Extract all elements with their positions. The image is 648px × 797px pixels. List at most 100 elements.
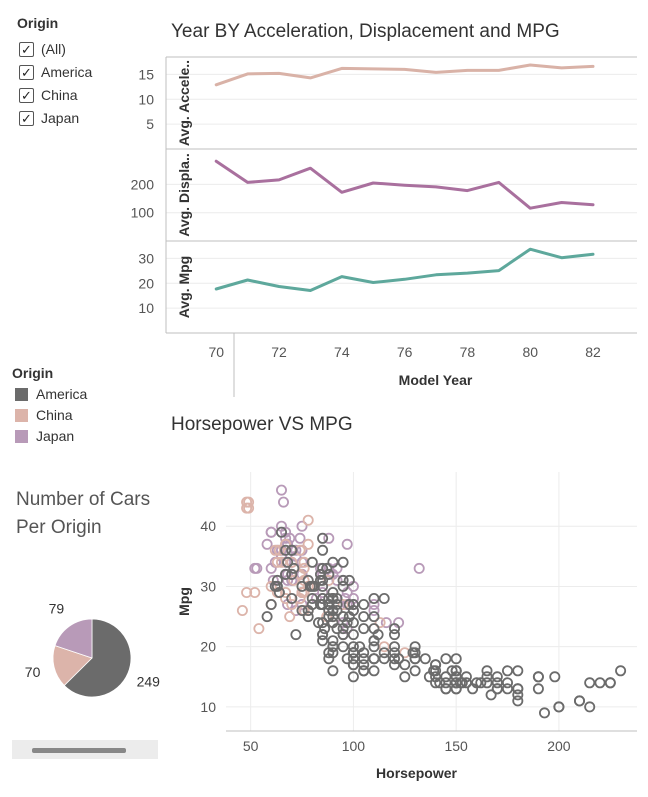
- scatter-point: [539, 707, 551, 719]
- scatter-point: [317, 617, 329, 629]
- scatter-point: [460, 677, 472, 689]
- scatter-point: [298, 556, 310, 568]
- scatter-point: [241, 586, 253, 598]
- scatter-point: [290, 544, 302, 556]
- scatter-point: [481, 671, 493, 683]
- scatter-point: [337, 574, 349, 586]
- scatter-point: [306, 598, 318, 610]
- filter-item-label: America: [41, 64, 93, 80]
- scatter-point: [319, 623, 331, 635]
- scatter-point: [312, 617, 324, 629]
- scatter-point: [378, 641, 390, 653]
- x-axis-label: Model Year: [399, 372, 473, 388]
- scatter-point: [481, 665, 493, 677]
- horizontal-scrollbar[interactable]: [12, 740, 158, 759]
- scatter-point: [430, 659, 442, 671]
- scatter-point: [323, 568, 335, 580]
- scatter-point: [501, 683, 513, 695]
- filter-item-japan[interactable]: ✓ Japan: [19, 108, 79, 128]
- scatter-point: [296, 604, 308, 616]
- scatter-point: [327, 665, 339, 677]
- scatter-point: [298, 574, 310, 586]
- scatter-point: [302, 611, 314, 623]
- scatter-point: [368, 604, 380, 616]
- checkbox-checked-icon[interactable]: ✓: [19, 41, 34, 57]
- legend-title: Origin: [12, 365, 54, 381]
- scatter-point: [302, 574, 314, 586]
- scatter-point: [331, 604, 343, 616]
- y-tick-label: 30: [200, 578, 216, 594]
- scatter-point: [512, 689, 524, 701]
- scatter-point: [317, 562, 329, 574]
- scatter-point: [368, 611, 380, 623]
- scatter-point: [574, 695, 586, 707]
- scatter-point: [317, 629, 329, 641]
- scatter-point: [532, 671, 544, 683]
- legend-label: China: [36, 407, 73, 423]
- scatter-point: [273, 544, 285, 556]
- scatter-point: [358, 598, 370, 610]
- scatter-point: [331, 598, 343, 610]
- y-axis-label: Avg. Accele..: [176, 60, 192, 146]
- filter-item-america[interactable]: ✓ America: [19, 62, 92, 82]
- scatter-point: [331, 623, 343, 635]
- scatter-point: [485, 689, 497, 701]
- scatter-point: [317, 574, 329, 586]
- scatter-point: [388, 629, 400, 641]
- scatter-point: [296, 598, 308, 610]
- scatter-point: [501, 677, 513, 689]
- scatter-point: [388, 653, 400, 665]
- scatter-point: [275, 484, 287, 496]
- legend-item-japan[interactable]: Japan: [15, 426, 74, 446]
- legend-swatch: [15, 408, 28, 422]
- scatter-point: [347, 598, 359, 610]
- scatter-point: [378, 653, 390, 665]
- checkbox-checked-icon[interactable]: ✓: [19, 110, 34, 126]
- scatter-point: [280, 544, 292, 556]
- x-tick-label: 82: [585, 344, 601, 360]
- scatter-point: [388, 623, 400, 635]
- legend-label: America: [36, 386, 88, 402]
- filter-item-all[interactable]: ✓ (All): [19, 39, 66, 59]
- scatter-point: [584, 701, 596, 713]
- scatter-point: [241, 502, 253, 514]
- pie-chart: 249 70 79: [25, 601, 160, 698]
- y-tick-label: 10: [138, 91, 154, 107]
- filter-item-china[interactable]: ✓ China: [19, 85, 78, 105]
- line-chart: 5 10 15 Avg. Accele.. 100 200 Avg. Displa.. 10 2…: [131, 56, 637, 397]
- scatter-point: [409, 665, 421, 677]
- y-tick-label: 20: [200, 639, 216, 655]
- scatter-point: [337, 617, 349, 629]
- scrollbar-thumb[interactable]: [32, 748, 126, 753]
- checkbox-checked-icon[interactable]: ✓: [19, 87, 34, 103]
- scatter-point: [368, 641, 380, 653]
- scatter-point: [584, 677, 596, 689]
- y-axis-label: Mpg: [176, 587, 192, 616]
- scatter-point: [304, 580, 316, 592]
- scatter-point: [388, 659, 400, 671]
- scatter-point: [368, 653, 380, 665]
- scatter-point: [358, 665, 370, 677]
- scatter-point: [282, 556, 294, 568]
- legend-item-china[interactable]: China: [15, 405, 73, 425]
- x-tick-label: 200: [547, 738, 571, 754]
- scatter-point: [368, 592, 380, 604]
- scatter-point: [343, 574, 355, 586]
- pie-slice: [54, 618, 93, 659]
- scatter-point: [323, 598, 335, 610]
- scatter-point: [296, 580, 308, 592]
- scatter-point: [290, 629, 302, 641]
- scatter-point: [413, 562, 425, 574]
- scatter-point: [261, 538, 273, 550]
- scatter-point: [450, 665, 462, 677]
- scatter-point: [288, 562, 300, 574]
- scatter-point: [284, 611, 296, 623]
- series-line: [214, 63, 595, 87]
- legend-item-america[interactable]: America: [15, 384, 87, 404]
- scatter-point: [337, 611, 349, 623]
- x-tick-label: 50: [243, 738, 259, 754]
- scatter-point: [409, 641, 421, 653]
- scatter-point: [419, 653, 431, 665]
- checkbox-checked-icon[interactable]: ✓: [19, 64, 34, 80]
- scatter-point: [446, 665, 458, 677]
